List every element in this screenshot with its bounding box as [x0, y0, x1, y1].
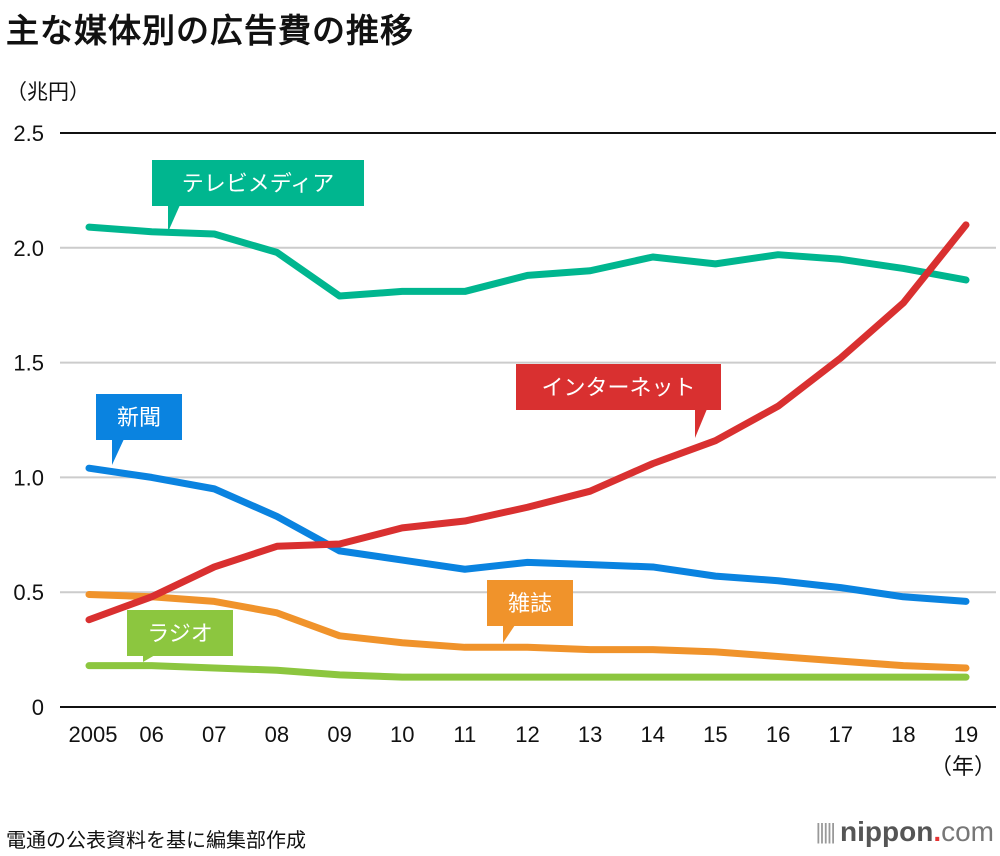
- callout-box: [487, 580, 573, 626]
- x-tick-label: 17: [828, 722, 852, 747]
- series-line-0: [85, 223, 970, 300]
- series-label: 新聞: [117, 406, 161, 431]
- callout-0: テレビメディア: [152, 160, 364, 232]
- x-tick-label: 13: [578, 722, 602, 747]
- x-tick-label: 08: [265, 722, 289, 747]
- callout-box: [96, 394, 182, 440]
- x-tick-label: 12: [515, 722, 539, 747]
- callout-3: 雑誌: [487, 580, 573, 643]
- series-label: テレビメディア: [182, 172, 334, 197]
- y-tick-label: 2.0: [13, 236, 44, 261]
- x-tick-label: 09: [327, 722, 351, 747]
- series-label: ラジオ: [147, 622, 213, 647]
- y-axis-ticks: 0 0.5 1.0 1.5 2.0 2.5: [13, 121, 44, 720]
- brand-name: nippon: [840, 816, 934, 847]
- callout-1: インターネット: [516, 364, 721, 438]
- x-tick-label: 18: [891, 722, 915, 747]
- series-line-4: [85, 662, 970, 681]
- callout-box: [516, 364, 721, 410]
- callout-box: [127, 610, 233, 656]
- x-tick-label: 11: [453, 722, 476, 747]
- callout-box: [152, 160, 364, 206]
- y-tick-label: 0.5: [13, 580, 44, 605]
- brand-bars-icon: |||||: [815, 819, 836, 844]
- callout-pointer: [143, 655, 155, 662]
- y-axis-unit-label: （兆円）: [6, 80, 90, 104]
- x-axis-ticks: 2005 06 07 08 09 10 11 12 13 14 15 16 17 18 19: [69, 722, 979, 747]
- brand-tld: com: [941, 816, 994, 847]
- source-note: 電通の公表資料を基に編集部作成: [6, 828, 306, 852]
- x-tick-label: 14: [641, 722, 665, 747]
- x-tick-label: 2005: [69, 722, 118, 747]
- series-lines: [85, 221, 970, 681]
- y-tick-label: 1.0: [13, 465, 44, 490]
- x-axis-unit-label: （年）: [930, 754, 996, 779]
- x-tick-label: 06: [139, 722, 163, 747]
- callout-4: ラジオ: [127, 610, 233, 662]
- x-tick-label: 19: [954, 722, 978, 747]
- x-tick-label: 15: [703, 722, 727, 747]
- y-tick-label: 0: [32, 695, 44, 720]
- callout-pointer: [168, 205, 180, 232]
- chart-title: 主な媒体別の広告費の推移: [6, 11, 414, 50]
- callout-2: 新聞: [96, 394, 182, 465]
- x-tick-label: 10: [390, 722, 414, 747]
- brand-logo: ||||| nippon.com: [815, 816, 994, 848]
- y-tick-label: 1.5: [13, 351, 44, 376]
- x-tick-label: 07: [202, 722, 226, 747]
- y-tick-label: 2.5: [13, 121, 44, 146]
- callout-pointer: [503, 625, 515, 643]
- series-label: 雑誌: [508, 592, 552, 617]
- callout-pointer: [112, 439, 124, 465]
- x-tick-label: 16: [766, 722, 790, 747]
- brand-dot: .: [933, 816, 942, 847]
- series-label: インターネット: [541, 376, 695, 401]
- callout-pointer: [695, 409, 707, 438]
